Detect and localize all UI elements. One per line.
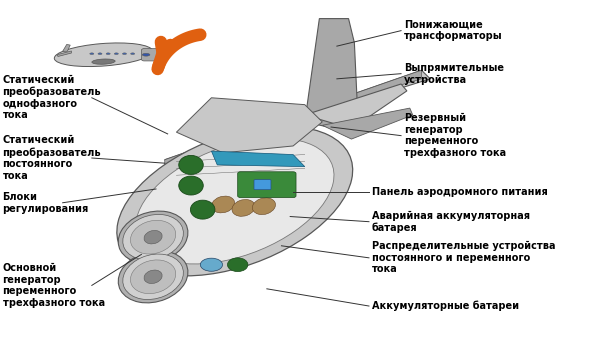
Polygon shape (165, 70, 430, 174)
Text: Панель аэродромного питания: Панель аэродромного питания (372, 187, 548, 197)
FancyBboxPatch shape (142, 49, 165, 61)
Ellipse shape (117, 126, 353, 276)
Ellipse shape (136, 138, 334, 264)
Ellipse shape (123, 214, 184, 260)
Ellipse shape (55, 43, 152, 67)
Polygon shape (165, 70, 421, 167)
Ellipse shape (130, 260, 176, 294)
Polygon shape (57, 51, 71, 57)
Ellipse shape (118, 251, 188, 303)
Ellipse shape (179, 155, 203, 174)
Text: Аварийная аккумуляторная
батарея: Аварийная аккумуляторная батарея (372, 211, 530, 233)
FancyBboxPatch shape (238, 172, 296, 197)
FancyBboxPatch shape (254, 180, 271, 190)
Polygon shape (60, 48, 139, 61)
Ellipse shape (232, 200, 255, 216)
Polygon shape (176, 98, 322, 153)
Ellipse shape (212, 196, 235, 213)
Polygon shape (305, 84, 407, 129)
Text: Выпрямительные
устройства: Выпрямительные устройства (404, 63, 504, 85)
Ellipse shape (144, 270, 162, 283)
Ellipse shape (130, 220, 176, 254)
Ellipse shape (114, 53, 118, 54)
Text: Резервный
генератор
переменного
трехфазного тока: Резервный генератор переменного трехфазн… (404, 113, 506, 158)
Ellipse shape (179, 176, 203, 195)
Ellipse shape (90, 53, 94, 54)
Ellipse shape (227, 258, 248, 272)
Text: Блоки
регулирования: Блоки регулирования (2, 192, 89, 213)
Polygon shape (62, 44, 70, 51)
Ellipse shape (123, 254, 184, 299)
Ellipse shape (253, 198, 275, 214)
Text: Статический
преобразователь
постоянного
тока: Статический преобразователь постоянного … (2, 135, 101, 181)
Ellipse shape (92, 59, 115, 64)
Ellipse shape (190, 200, 215, 219)
Ellipse shape (131, 53, 135, 54)
Ellipse shape (106, 53, 110, 54)
Ellipse shape (144, 230, 162, 244)
Text: Статический
преобразователь
однофазного
тока: Статический преобразователь однофазного … (2, 75, 101, 120)
Polygon shape (305, 19, 357, 132)
Text: Понижающие
трансформаторы: Понижающие трансформаторы (404, 20, 503, 41)
Polygon shape (322, 108, 413, 139)
Ellipse shape (200, 258, 223, 271)
Polygon shape (211, 151, 305, 167)
Text: Аккумуляторные батареи: Аккумуляторные батареи (372, 301, 519, 311)
Text: Распределительные устройства
постоянного и переменного
тока: Распределительные устройства постоянного… (372, 241, 556, 274)
Ellipse shape (118, 211, 188, 263)
Ellipse shape (122, 53, 127, 54)
Ellipse shape (98, 53, 102, 54)
Ellipse shape (142, 53, 150, 56)
Text: Основной
генератор
переменного
трехфазного тока: Основной генератор переменного трехфазно… (2, 263, 104, 308)
